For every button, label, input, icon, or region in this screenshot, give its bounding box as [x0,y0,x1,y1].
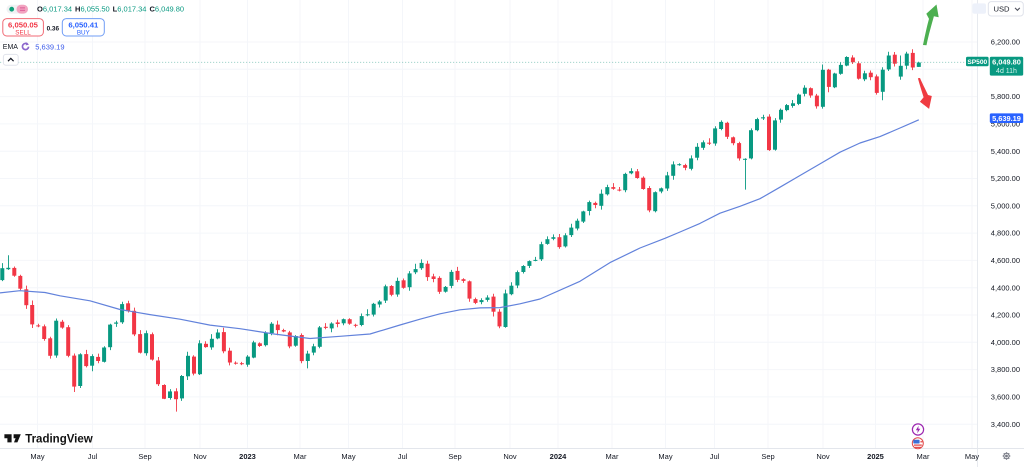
svg-text:Jul: Jul [88,452,98,461]
svg-text:Nov: Nov [816,452,830,461]
svg-text:4,000.00: 4,000.00 [991,338,1020,347]
svg-text:Mar: Mar [294,452,307,461]
svg-text:3,600.00: 3,600.00 [991,393,1020,402]
svg-text:EMA: EMA [3,44,18,51]
svg-text:Sep: Sep [761,452,774,461]
svg-text:Sep: Sep [138,452,151,461]
svg-text:2024: 2024 [550,452,568,461]
svg-text:SP500: SP500 [967,59,987,66]
svg-text:6,200.00: 6,200.00 [991,38,1020,47]
svg-text:BUY: BUY [77,30,91,37]
svg-text:6,050.41: 6,050.41 [68,20,99,29]
svg-text:Nov: Nov [503,452,517,461]
svg-text:Mar: Mar [606,452,619,461]
svg-text:Jul: Jul [398,452,408,461]
svg-text:Jul: Jul [710,452,720,461]
svg-text:3,400.00: 3,400.00 [991,420,1020,429]
svg-text:4d 11h: 4d 11h [996,68,1017,75]
svg-text:SELL: SELL [15,30,31,37]
svg-text:May: May [658,452,672,461]
svg-text:5,400.00: 5,400.00 [991,147,1020,156]
svg-text:May: May [965,452,979,461]
svg-text:May: May [341,452,355,461]
svg-text:Mar: Mar [917,452,930,461]
svg-text:2025: 2025 [867,452,884,461]
svg-text:USD: USD [994,5,1011,14]
svg-text:Sep: Sep [448,452,461,461]
svg-text:5,639.19: 5,639.19 [992,114,1021,123]
svg-text:5,000.00: 5,000.00 [991,201,1020,210]
svg-text:4,800.00: 4,800.00 [991,229,1020,238]
svg-text:May: May [30,452,44,461]
svg-text:TradingView: TradingView [25,434,93,446]
svg-text:0.36: 0.36 [47,26,60,33]
svg-text:6,050.05: 6,050.05 [8,20,39,29]
svg-text:5,200.00: 5,200.00 [991,174,1020,183]
svg-text:5,639.19: 5,639.19 [35,42,64,51]
svg-text:5,600.00: 5,600.00 [991,120,1020,129]
svg-text:2023: 2023 [239,452,256,461]
svg-text:3,800.00: 3,800.00 [991,365,1020,374]
svg-text:5,800.00: 5,800.00 [991,92,1020,101]
svg-text:6,049.80: 6,049.80 [992,57,1021,66]
svg-text:4,600.00: 4,600.00 [991,256,1020,265]
svg-text:4,400.00: 4,400.00 [991,283,1020,292]
svg-text:4,200.00: 4,200.00 [991,311,1020,320]
svg-text:Nov: Nov [193,452,207,461]
